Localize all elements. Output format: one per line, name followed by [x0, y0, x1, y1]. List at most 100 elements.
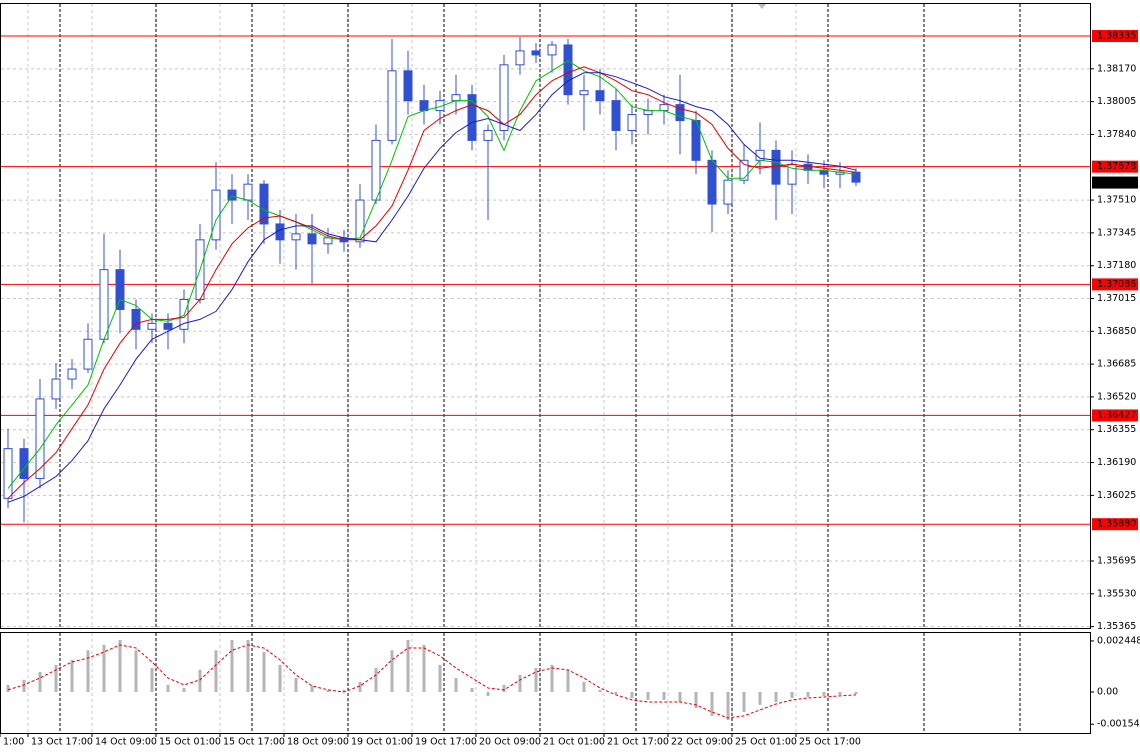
macd-bar	[22, 679, 26, 692]
macd-bar	[262, 651, 266, 692]
candle-body	[99, 269, 109, 340]
y-tick-label: 1.36685	[1097, 359, 1136, 370]
candle-body	[355, 199, 365, 243]
macd-panel	[0, 632, 1091, 734]
macd-bar	[726, 691, 730, 720]
macd-bar	[166, 684, 170, 692]
candle-body	[67, 368, 77, 380]
candle-body	[307, 233, 317, 245]
candle-body	[3, 448, 13, 499]
y-tick-label: 1.38005	[1097, 96, 1136, 107]
candle-body	[387, 70, 397, 141]
macd-bar	[662, 691, 666, 700]
y-tick-label: 0.00	[1097, 686, 1118, 697]
y-tick-label: 1.37510	[1097, 195, 1136, 206]
y-tick-label: 1.35695	[1097, 555, 1136, 566]
candle-body	[371, 139, 381, 201]
candle-body	[163, 322, 173, 330]
macd-bar	[54, 664, 58, 692]
macd-bar	[582, 681, 586, 692]
candle-body	[419, 100, 429, 112]
macd-bar	[38, 671, 42, 692]
candle-body	[131, 308, 141, 330]
macd-bar	[678, 691, 682, 702]
moving-average	[7, 72, 857, 503]
level-label: 1.36427	[1097, 410, 1136, 421]
macd-bar	[486, 691, 490, 696]
x-tick-label: 19 Oct 17:00	[415, 737, 477, 748]
moving-average	[7, 66, 857, 499]
macd-bar	[470, 688, 474, 692]
macd-bar	[70, 659, 74, 692]
candle-body	[771, 149, 781, 185]
macd-bar	[198, 669, 202, 692]
macd-bar	[102, 644, 106, 692]
candle-body	[211, 189, 221, 241]
macd-bar	[118, 639, 122, 692]
candle-body	[19, 448, 29, 479]
candle-body	[611, 100, 621, 131]
x-tick-label: 25 Oct 01:00	[735, 737, 797, 748]
x-tick-label: 21 Oct 01:00	[543, 737, 605, 748]
macd-bar	[246, 639, 250, 692]
macd-bar	[374, 668, 378, 692]
macd-bar	[566, 669, 570, 692]
y-tick-label: 1.38170	[1097, 63, 1136, 74]
y-tick-label: 0.002448	[1097, 635, 1140, 646]
level-label: 1.35880	[1097, 519, 1136, 530]
y-tick-label: 1.37840	[1097, 129, 1136, 140]
macd-bar	[6, 684, 10, 692]
level-label-box	[1092, 278, 1138, 291]
candle-body	[563, 44, 573, 96]
level-label: 1.37086	[1097, 279, 1136, 290]
macd-bar	[326, 689, 330, 692]
macd-bar	[710, 691, 714, 716]
y-tick-label: 1.35365	[1097, 621, 1136, 632]
y-tick-label: 1.37345	[1097, 227, 1136, 238]
candle-body	[115, 269, 125, 310]
candle-body	[627, 114, 637, 131]
x-tick-label: 19 Oct 01:00	[351, 737, 413, 748]
macd-bar	[774, 691, 778, 702]
macd-bar	[598, 689, 602, 692]
macd-bar	[342, 689, 346, 692]
macd-bar	[214, 650, 218, 692]
last-price-label: 1.37598	[1097, 177, 1136, 188]
candle-body	[851, 171, 861, 183]
x-tick-label: 22 Oct 09:00	[671, 737, 733, 748]
y-tick-label: 1.36850	[1097, 326, 1136, 337]
candle-body	[579, 90, 589, 96]
candle-body	[643, 110, 653, 116]
candle-body	[499, 64, 509, 131]
candle-body	[739, 159, 749, 181]
macd-bar	[854, 691, 858, 695]
candle-body	[483, 129, 493, 141]
macd-bar	[694, 691, 698, 708]
candle-body	[259, 183, 269, 225]
macd-bar	[182, 688, 186, 692]
x-tick-label: 14 Oct 09:00	[95, 737, 157, 748]
level-label-box	[1092, 160, 1138, 173]
y-tick-label: 1.36520	[1097, 391, 1136, 402]
y-tick-label: 1.36355	[1097, 424, 1136, 435]
macd-bar	[358, 681, 362, 692]
last-price-box	[1092, 176, 1138, 189]
scroll-marker	[758, 4, 766, 9]
price-panel	[0, 3, 1091, 629]
macd-bar	[646, 691, 650, 700]
macd-bar	[758, 691, 762, 705]
macd-bar	[390, 650, 394, 692]
candle-body	[531, 50, 541, 56]
candle-body	[547, 44, 557, 56]
x-tick-label: 18 Oct 09:00	[287, 737, 349, 748]
macd-bar	[790, 691, 794, 698]
x-tick-label: 25 Oct 17:00	[799, 737, 861, 748]
candle-body	[723, 179, 733, 205]
macd-bar	[230, 639, 234, 692]
macd-bar	[614, 691, 618, 695]
macd-bar	[150, 668, 154, 692]
macd-bar	[822, 691, 826, 696]
macd-bar	[422, 644, 426, 692]
macd-bar	[294, 678, 298, 692]
candle-body	[147, 322, 157, 330]
